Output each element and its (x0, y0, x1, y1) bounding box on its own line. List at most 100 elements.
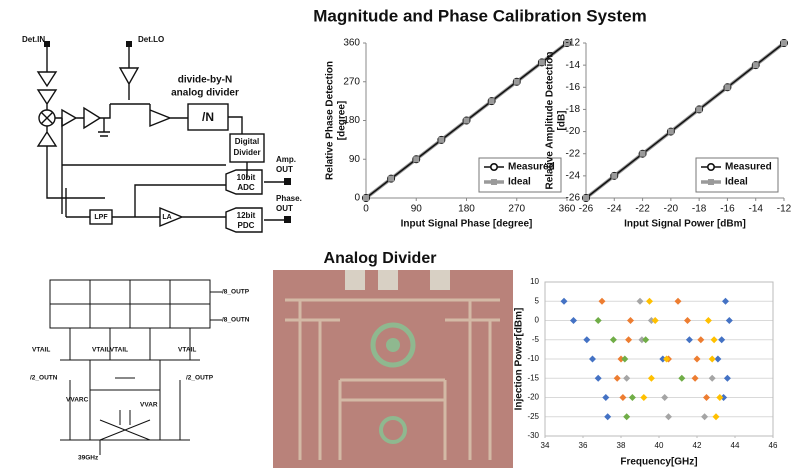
marker (697, 336, 704, 343)
y-tick-label: 90 (349, 154, 361, 165)
y-tick-label: -16 (566, 82, 581, 93)
label: Digital (235, 137, 259, 146)
marker (718, 336, 725, 343)
label: OUT (276, 165, 293, 174)
x-tick-label: 38 (617, 441, 626, 450)
marker (388, 176, 394, 182)
schematic-label: 39GHz (78, 455, 99, 462)
marker (570, 317, 577, 324)
x-axis-label: Frequency[GHz] (620, 457, 697, 468)
subtitle: Analog Divider (324, 250, 437, 267)
marker (625, 336, 632, 343)
label: LA (162, 214, 171, 221)
marker (722, 298, 729, 305)
marker (629, 394, 636, 401)
label: Det.IN (22, 35, 45, 44)
label: OUT (276, 204, 293, 213)
marker (602, 394, 609, 401)
marker (595, 375, 602, 382)
marker (627, 317, 634, 324)
marker (711, 336, 718, 343)
label: Amp. (276, 155, 296, 164)
marker (623, 375, 630, 382)
y-tick-label: -15 (527, 373, 539, 382)
schematic-label: /8_OUTN (222, 317, 250, 324)
marker (623, 413, 630, 420)
die-photo (273, 270, 513, 468)
marker (709, 375, 716, 382)
marker (640, 151, 646, 157)
y-tick-label: 0 (535, 316, 540, 325)
x-axis-label: Input Signal Power [dBm] (624, 219, 746, 230)
x-axis-label: Input Signal Phase [degree] (401, 219, 533, 230)
y-axis-label: Relative Phase Detection (325, 61, 336, 180)
x-tick-label: 270 (508, 204, 525, 215)
marker (363, 195, 369, 201)
x-tick-label: -20 (664, 204, 679, 215)
label: 10bit (237, 173, 256, 182)
legend-marker (491, 179, 497, 185)
marker (621, 356, 628, 363)
y-tick-label: 0 (354, 193, 360, 204)
marker (726, 317, 733, 324)
schematic-label: VTAIL (32, 347, 50, 354)
x-tick-label: 40 (655, 441, 664, 450)
marker (611, 173, 617, 179)
x-tick-label: -16 (720, 204, 735, 215)
marker (716, 394, 723, 401)
x-tick-label: 36 (579, 441, 588, 450)
marker (595, 317, 602, 324)
label: analog divider (171, 88, 239, 99)
x-tick-label: 46 (769, 441, 778, 450)
y-axis-label: Injection Power[dBm] (514, 308, 525, 411)
marker (675, 298, 682, 305)
y-axis-label: [degree] (337, 101, 348, 140)
marker (589, 356, 596, 363)
y-axis-label: [dB] (557, 111, 568, 131)
y-axis-label: Relative Amplitude Detection (545, 52, 556, 190)
marker (619, 394, 626, 401)
y-tick-label: 10 (530, 277, 539, 286)
x-tick-label: 42 (693, 441, 702, 450)
y-tick-label: -5 (532, 335, 540, 344)
label: Divider (233, 148, 260, 157)
marker (781, 40, 787, 46)
marker (724, 375, 731, 382)
marker (661, 394, 668, 401)
label: LPF (94, 214, 108, 221)
x-tick-label: -14 (748, 204, 763, 215)
legend-label: Ideal (725, 177, 748, 188)
marker (694, 356, 701, 363)
y-tick-label: 270 (343, 76, 360, 87)
label: divide-by-N (178, 75, 232, 86)
y-tick-label: -10 (527, 354, 539, 363)
marker (438, 137, 444, 143)
marker (413, 156, 419, 162)
y-tick-label: -22 (566, 148, 581, 159)
schematic-label: VTAILVTAIL (92, 347, 128, 354)
y-tick-label: 360 (343, 38, 360, 49)
legend-label: Ideal (508, 177, 531, 188)
marker (753, 62, 759, 68)
schematic-label: VVARC (66, 397, 89, 404)
x-tick-label: -12 (777, 204, 791, 215)
marker (514, 79, 520, 85)
marker (724, 84, 730, 90)
schematic-label: /2_OUTN (30, 375, 58, 382)
x-tick-label: -22 (635, 204, 650, 215)
y-tick-label: -20 (566, 126, 581, 137)
marker (713, 413, 720, 420)
marker (610, 336, 617, 343)
marker (692, 375, 699, 382)
marker (678, 375, 685, 382)
marker (684, 317, 691, 324)
y-tick-label: -25 (527, 412, 539, 421)
marker (614, 375, 621, 382)
marker (696, 106, 702, 112)
legend-marker (708, 164, 714, 170)
x-tick-label: -26 (579, 204, 594, 215)
label: ADC (237, 183, 255, 192)
legend-label: Measured (725, 162, 772, 173)
x-tick-label: -24 (607, 204, 622, 215)
